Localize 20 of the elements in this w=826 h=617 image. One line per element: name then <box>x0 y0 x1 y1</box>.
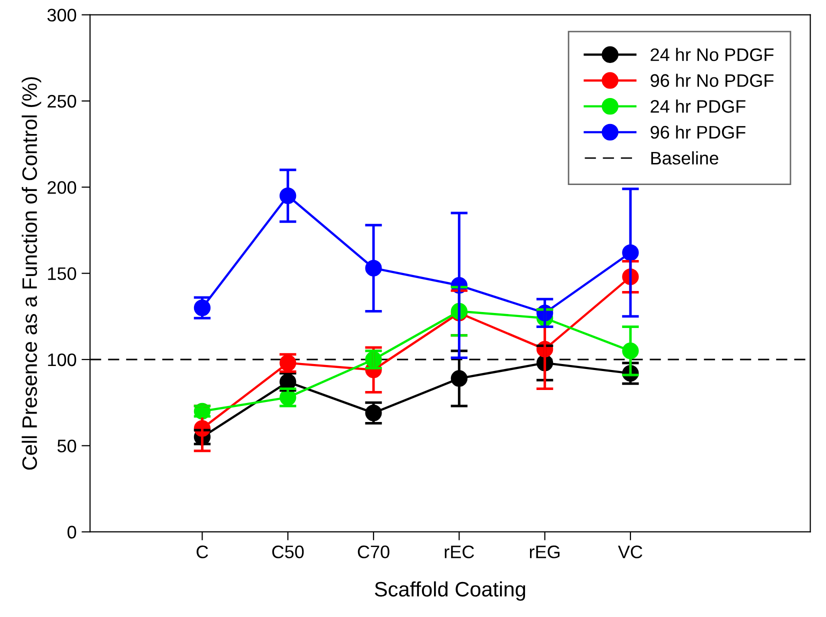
y-tick-label: 250 <box>48 94 76 108</box>
x-tick-label: C50 <box>272 546 304 558</box>
y-tick-label: 0 <box>68 526 76 539</box>
legend-label: 96 hr No PDGF <box>650 74 774 87</box>
y-tick-label: 50 <box>57 440 76 452</box>
legend-label: 24 hr PDGF <box>650 100 746 113</box>
x-tick-label: VC <box>618 546 642 558</box>
x-tick-label: rEG <box>530 546 560 558</box>
x-tick-label: rEC <box>444 546 474 558</box>
y-tick-label: 300 <box>47 8 76 22</box>
y-axis-title: Cell Presence as a Function of Control (%) <box>22 77 42 470</box>
legend-label: 24 hr No PDGF <box>650 48 774 62</box>
legend-label: Baseline <box>651 151 718 165</box>
y-tick-label: 200 <box>48 181 76 194</box>
legend-label: 96 hr PDGF <box>650 125 746 139</box>
x-axis-title: Scaffold Coating <box>374 581 526 601</box>
x-tick-label: C <box>196 546 208 558</box>
y-tick-label: 150 <box>48 267 76 280</box>
y-tick-label: 100 <box>48 353 76 366</box>
x-tick-label: C70 <box>358 546 390 558</box>
